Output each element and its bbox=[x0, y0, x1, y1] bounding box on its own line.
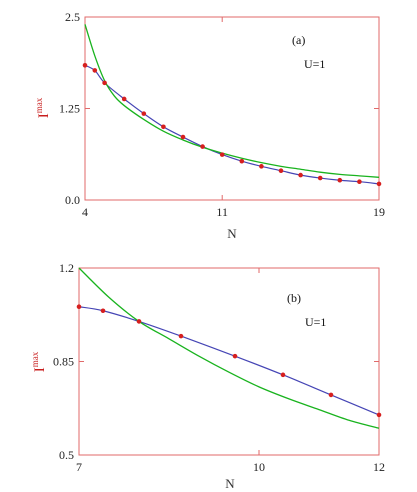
panel-a-data-point bbox=[298, 172, 303, 178]
panel-b-data-point bbox=[232, 353, 238, 359]
panel-b-x-tick-label: 10 bbox=[253, 460, 265, 474]
panel-b-fit-line bbox=[78, 267, 380, 429]
panel-b-y-axis-label-sup: max bbox=[30, 351, 40, 367]
panel-a-data-point bbox=[141, 111, 147, 116]
panel-a-data-point bbox=[219, 152, 225, 157]
panel-b-label: (b) bbox=[287, 291, 301, 305]
panel-a-ticks bbox=[84, 16, 380, 201]
panel-a-data-line bbox=[84, 64, 380, 185]
panel-a-data-point bbox=[239, 158, 245, 164]
panel-a-tick-labels: 4 11 19 0.0 1.25 2.5 bbox=[59, 10, 385, 219]
panel-a-y-tick-label: 0.0 bbox=[65, 193, 80, 207]
panel-a-data-point bbox=[200, 144, 205, 149]
panel-b-tick-labels: 7 10 12 0.5 0.85 1.2 bbox=[53, 261, 385, 474]
panel-a-data-point bbox=[121, 96, 127, 102]
panel-a-y-axis-label: Imax bbox=[34, 97, 52, 118]
panel-a-fit-line bbox=[84, 24, 380, 178]
svg-text:Imax: Imax bbox=[34, 97, 52, 118]
panel-a-data-point bbox=[102, 80, 107, 86]
panel-a-frame bbox=[84, 16, 380, 201]
panel-a-data-point bbox=[317, 175, 323, 181]
panel-b-data-point bbox=[280, 372, 286, 378]
panel-a-x-tick-label: 19 bbox=[373, 205, 385, 219]
panel-b-y-tick-label: 0.5 bbox=[59, 448, 74, 462]
panel-a-markers bbox=[82, 63, 382, 187]
panel-a-y-tick-label: 1.25 bbox=[59, 102, 80, 116]
panel-a-data-point bbox=[180, 134, 186, 140]
panel-b-x-tick-label: 7 bbox=[76, 460, 82, 474]
panel-a-y-tick-label: 2.5 bbox=[65, 10, 80, 24]
panel-b-ticks bbox=[78, 267, 380, 456]
panel-a-label: (a) bbox=[292, 33, 305, 47]
panel-a-data-point bbox=[337, 177, 343, 183]
panel-b-y-tick-label: 1.2 bbox=[59, 261, 74, 275]
panel-a-data-point bbox=[92, 68, 98, 73]
panel-a-data-point bbox=[161, 124, 166, 130]
panel-b-x-tick-label: 12 bbox=[373, 460, 385, 474]
panel-a-series bbox=[84, 24, 380, 185]
panel-a-y-axis-label-sup: max bbox=[34, 97, 44, 113]
panel-b-data-line bbox=[78, 306, 380, 416]
panel-b-x-axis-label: N bbox=[225, 476, 235, 491]
panel-b-data-point bbox=[136, 319, 142, 324]
panel-b-y-tick-label: 0.85 bbox=[53, 355, 74, 369]
panel-a-y-axis-label-main: I bbox=[36, 113, 52, 118]
panel-b-data-point bbox=[76, 304, 82, 310]
panel-b-series bbox=[78, 267, 380, 429]
panel-a-data-point bbox=[278, 168, 284, 174]
panel-b-y-axis-label-main: I bbox=[32, 367, 48, 372]
svg-text:Imax: Imax bbox=[30, 351, 48, 372]
panel-a-data-point bbox=[376, 181, 382, 187]
panel-b-data-point bbox=[178, 333, 184, 339]
panel-b-data-point bbox=[376, 412, 382, 418]
panel-b: 7 10 12 0.5 0.85 1.2 (b) U=1 N Imax bbox=[30, 261, 385, 491]
panel-a-annotation: U=1 bbox=[304, 57, 325, 71]
panel-a-data-point bbox=[82, 63, 88, 68]
panel-b-data-point bbox=[100, 308, 106, 314]
panel-a-x-tick-label: 4 bbox=[82, 205, 88, 219]
panel-b-frame bbox=[78, 267, 380, 456]
panel-a-data-point bbox=[259, 164, 264, 169]
panel-b-annotation: U=1 bbox=[305, 315, 326, 329]
panel-b-y-axis-label: Imax bbox=[30, 351, 48, 372]
panel-a-data-point bbox=[357, 179, 362, 184]
panel-b-markers bbox=[76, 304, 382, 418]
panel-a: 4 11 19 0.0 1.25 2.5 (a) U=1 N Imax bbox=[34, 10, 385, 241]
panel-a-x-tick-label: 11 bbox=[216, 205, 228, 219]
panel-a-x-axis-label: N bbox=[227, 226, 237, 241]
panel-b-data-point bbox=[328, 392, 334, 398]
